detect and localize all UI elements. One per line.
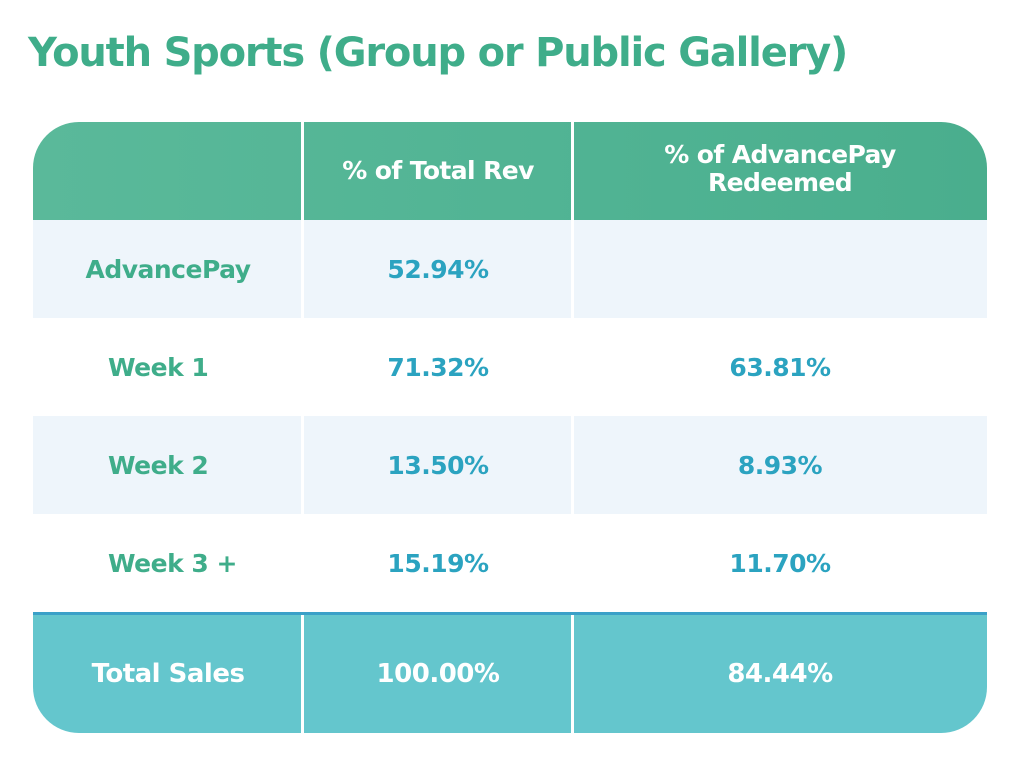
total-rev-value: 15.19% xyxy=(387,548,489,578)
column-divider xyxy=(571,220,574,318)
redeemed-value: 11.70% xyxy=(729,548,831,578)
row-label: AdvancePay xyxy=(85,254,251,284)
column-divider xyxy=(301,122,304,220)
page-title: Youth Sports (Group or Public Gallery) xyxy=(28,30,848,76)
total-label: Total Sales xyxy=(91,659,245,689)
header-cell-total-rev: % of Total Rev xyxy=(342,156,534,185)
column-divider xyxy=(301,416,304,514)
row-label: Week 2 xyxy=(108,450,209,480)
total-rev-value: 100.00% xyxy=(376,659,500,689)
redeemed-value: 8.93% xyxy=(737,450,823,480)
column-divider xyxy=(301,615,304,733)
redeemed-value xyxy=(573,220,987,318)
total-row: Total Sales 100.00% 84.44% xyxy=(33,612,987,733)
table-header: % of Total Rev % of AdvancePay Redeemed xyxy=(33,122,987,220)
table-row: AdvancePay 52.94% xyxy=(33,220,987,318)
data-table: % of Total Rev % of AdvancePay Redeemed … xyxy=(33,122,987,733)
column-divider xyxy=(571,416,574,514)
column-divider xyxy=(571,122,574,220)
table-row: Week 1 71.32% 63.81% xyxy=(33,318,987,416)
table-row: Week 3 + 15.19% 11.70% xyxy=(33,514,987,612)
total-rev-value: 52.94% xyxy=(387,254,489,284)
header-cell-redeemed: % of AdvancePay Redeemed xyxy=(664,140,896,197)
column-divider xyxy=(301,220,304,318)
total-redeemed-value: 84.44% xyxy=(727,659,833,689)
column-divider xyxy=(571,615,574,733)
table-row: Week 2 13.50% 8.93% xyxy=(33,416,987,514)
row-label: Week 3 + xyxy=(108,548,237,578)
header-cell-empty xyxy=(33,122,303,220)
redeemed-value: 63.81% xyxy=(729,352,831,382)
total-rev-value: 13.50% xyxy=(387,450,489,480)
total-rev-value: 71.32% xyxy=(387,352,489,382)
row-label: Week 1 xyxy=(108,352,209,382)
